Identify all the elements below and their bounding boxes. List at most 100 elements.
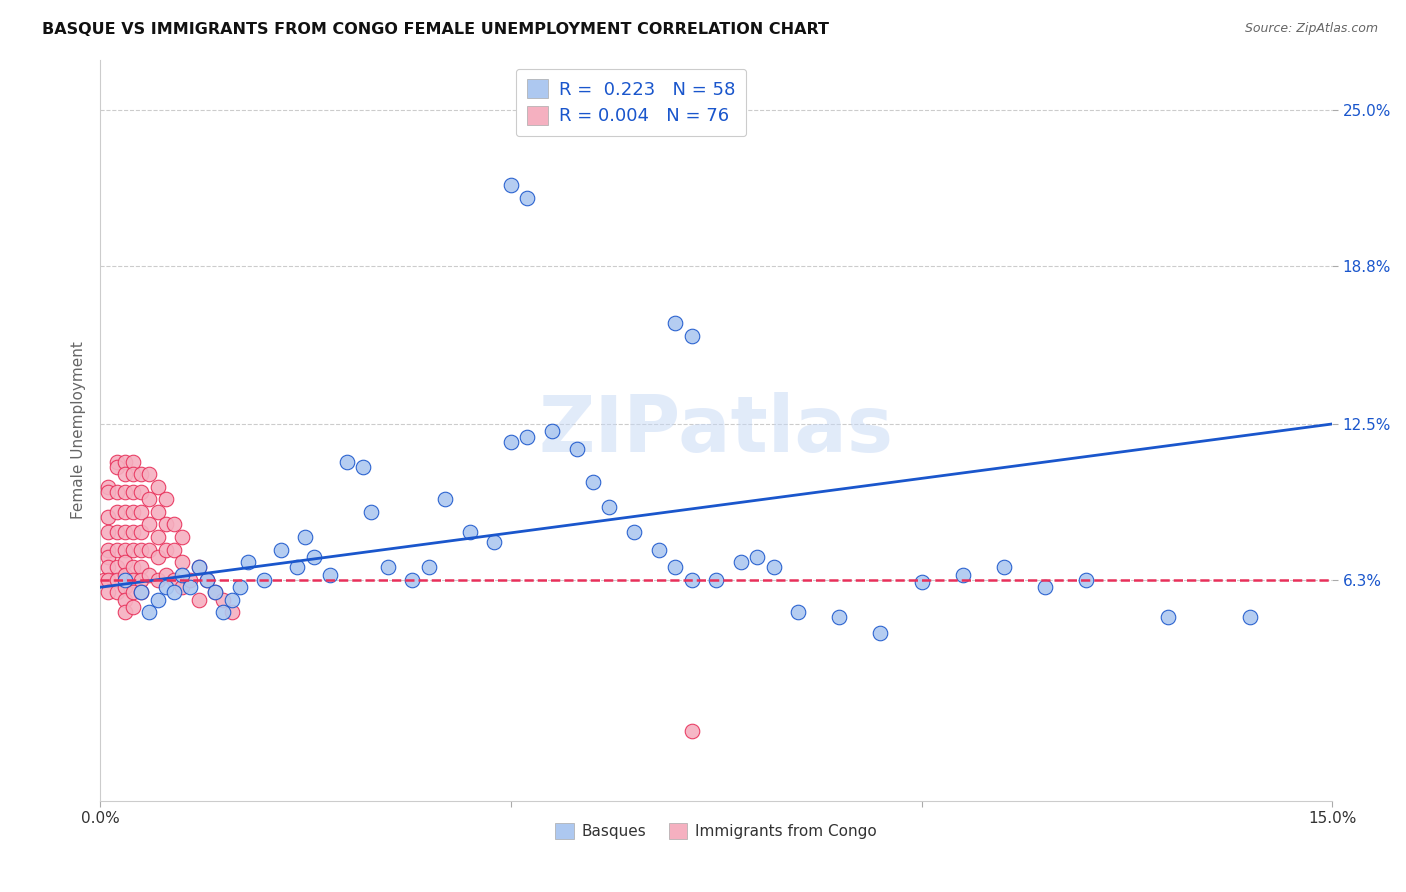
Point <box>401 573 423 587</box>
Point <box>499 434 522 449</box>
Point <box>516 191 538 205</box>
Point <box>105 484 128 499</box>
Point <box>204 585 226 599</box>
Point <box>623 524 645 539</box>
Point <box>285 560 308 574</box>
Point <box>179 573 201 587</box>
Point <box>155 517 177 532</box>
Point <box>484 535 506 549</box>
Point <box>105 560 128 574</box>
Point <box>212 606 235 620</box>
Point <box>93 573 115 587</box>
Legend: Basques, Immigrants from Congo: Basques, Immigrants from Congo <box>550 817 883 845</box>
Point <box>681 723 703 738</box>
Point <box>138 467 160 482</box>
Point <box>122 484 145 499</box>
Point <box>681 329 703 343</box>
Point <box>122 573 145 587</box>
Point <box>122 524 145 539</box>
Point <box>163 585 186 599</box>
Point <box>97 524 120 539</box>
Point <box>155 567 177 582</box>
Point <box>97 573 120 587</box>
Point <box>97 585 120 599</box>
Point <box>302 550 325 565</box>
Point <box>747 550 769 565</box>
Point <box>172 580 194 594</box>
Point <box>221 606 243 620</box>
Point <box>129 542 152 557</box>
Point <box>122 467 145 482</box>
Point <box>172 555 194 569</box>
Point <box>97 510 120 524</box>
Point <box>146 550 169 565</box>
Point <box>664 317 686 331</box>
Point <box>787 606 810 620</box>
Point <box>138 517 160 532</box>
Point <box>146 480 169 494</box>
Point <box>146 592 169 607</box>
Point <box>155 542 177 557</box>
Text: ZIPatlas: ZIPatlas <box>538 392 894 468</box>
Point <box>114 455 136 469</box>
Point <box>458 524 481 539</box>
Point <box>187 592 209 607</box>
Point <box>319 567 342 582</box>
Point <box>163 542 186 557</box>
Point <box>163 573 186 587</box>
Point <box>114 573 136 587</box>
Point <box>97 480 120 494</box>
Point <box>105 585 128 599</box>
Point <box>105 455 128 469</box>
Point <box>105 459 128 474</box>
Point <box>122 560 145 574</box>
Point <box>681 573 703 587</box>
Point <box>129 560 152 574</box>
Point <box>869 625 891 640</box>
Point <box>434 492 457 507</box>
Point <box>195 573 218 587</box>
Point <box>105 505 128 519</box>
Point <box>195 573 218 587</box>
Text: Source: ZipAtlas.com: Source: ZipAtlas.com <box>1244 22 1378 36</box>
Point <box>138 606 160 620</box>
Point <box>114 555 136 569</box>
Point <box>97 550 120 565</box>
Point <box>114 580 136 594</box>
Point <box>598 500 620 514</box>
Point <box>294 530 316 544</box>
Point <box>138 492 160 507</box>
Point <box>122 600 145 615</box>
Point <box>114 542 136 557</box>
Point <box>1074 573 1097 587</box>
Point <box>221 592 243 607</box>
Point <box>129 573 152 587</box>
Point <box>163 517 186 532</box>
Point <box>138 567 160 582</box>
Point <box>129 524 152 539</box>
Point <box>499 178 522 193</box>
Point <box>582 475 605 489</box>
Point <box>129 585 152 599</box>
Point <box>253 573 276 587</box>
Point <box>236 555 259 569</box>
Point <box>146 573 169 587</box>
Point <box>541 425 564 439</box>
Point <box>172 530 194 544</box>
Point <box>114 567 136 582</box>
Point <box>129 505 152 519</box>
Point <box>129 467 152 482</box>
Point <box>105 573 128 587</box>
Point <box>664 560 686 574</box>
Point <box>97 542 120 557</box>
Point <box>270 542 292 557</box>
Point <box>704 573 727 587</box>
Point <box>155 492 177 507</box>
Point <box>377 560 399 574</box>
Point <box>122 505 145 519</box>
Point <box>97 484 120 499</box>
Point <box>204 585 226 599</box>
Point <box>1157 610 1180 624</box>
Point <box>360 505 382 519</box>
Point <box>730 555 752 569</box>
